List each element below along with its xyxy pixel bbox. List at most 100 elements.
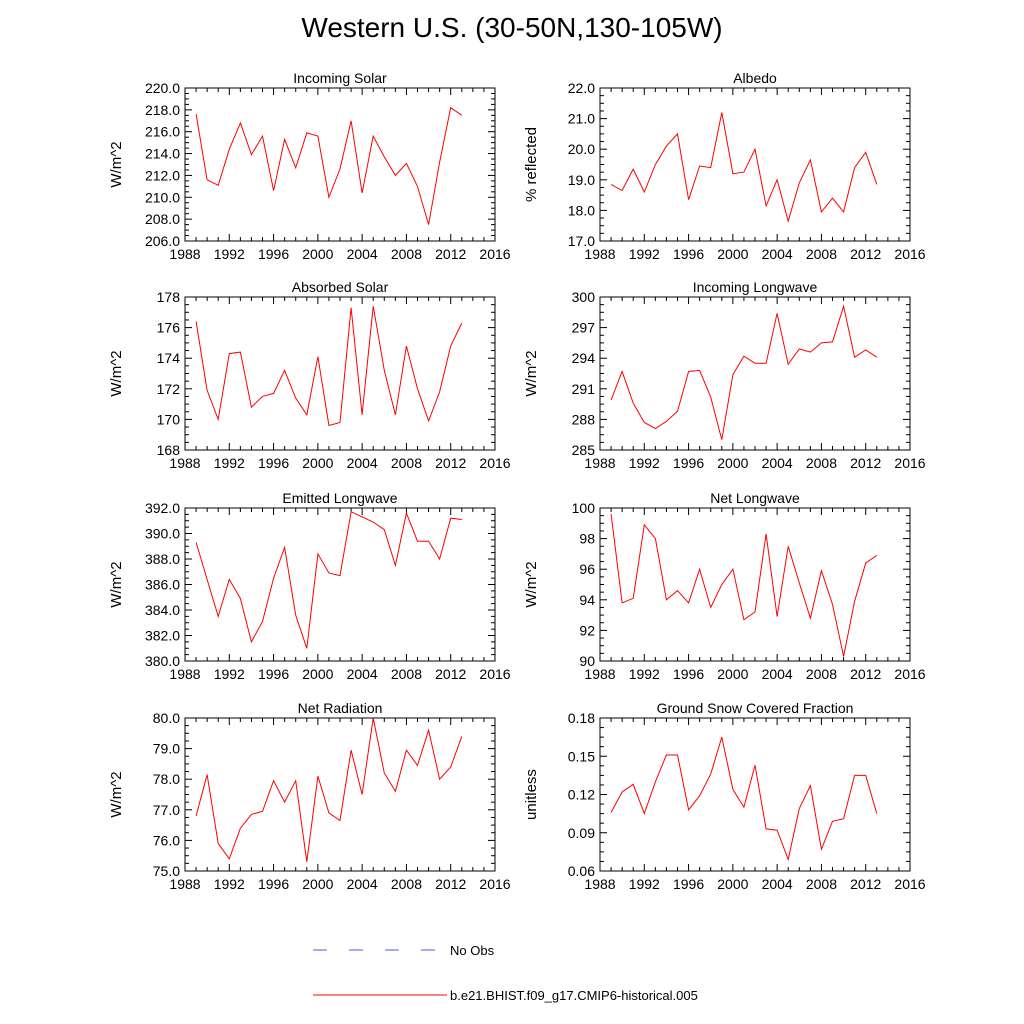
legend-obs-label: No Obs	[450, 943, 495, 958]
y-tick-label: 214.0	[145, 146, 180, 162]
panel-title: Emitted Longwave	[282, 490, 397, 506]
y-tick-label: 176	[157, 320, 181, 336]
x-tick-label: 1988	[584, 455, 615, 471]
x-tick-label: 2012	[850, 876, 881, 892]
panel-title: Ground Snow Covered Fraction	[657, 700, 854, 716]
y-tick-label: 208.0	[145, 211, 180, 227]
x-tick-label: 2000	[302, 876, 333, 892]
x-tick-label: 2004	[762, 666, 793, 682]
y-tick-label: 285	[572, 442, 596, 458]
x-tick-label: 2016	[894, 876, 925, 892]
y-tick-label: 210.0	[145, 189, 180, 205]
x-tick-label: 1992	[629, 666, 660, 682]
y-tick-label: 0.15	[568, 748, 595, 764]
x-tick-label: 1992	[214, 246, 245, 262]
x-tick-label: 2016	[479, 455, 510, 471]
y-axis-label: W/m^2	[108, 561, 125, 607]
y-axis-label: W/m^2	[108, 771, 125, 817]
plot-frame	[184, 87, 496, 242]
x-tick-label: 2000	[717, 246, 748, 262]
x-tick-label: 2016	[894, 666, 925, 682]
x-tick-label: 1996	[258, 666, 289, 682]
y-tick-label: 17.0	[568, 233, 595, 249]
y-axis-label: % reflected	[523, 127, 540, 202]
series-line-model	[610, 514, 878, 657]
x-tick-label: 1988	[169, 666, 200, 682]
y-tick-label: 386.0	[145, 577, 180, 593]
y-tick-label: 291	[572, 381, 596, 397]
y-tick-label: 77.0	[153, 802, 180, 818]
x-tick-label: 1988	[584, 876, 615, 892]
y-tick-label: 297	[572, 320, 596, 336]
y-tick-label: 218.0	[145, 102, 180, 118]
x-tick-label: 2000	[717, 666, 748, 682]
legend: No Obs b.e21.BHIST.f09_g17.CMIP6-historic…	[313, 943, 698, 1003]
x-tick-label: 2012	[435, 876, 466, 892]
x-tick-label: 2000	[717, 876, 748, 892]
panel-emitted-longwave: Emitted Longwave W/m^2 1988 1992 1996 2000 200…	[108, 490, 511, 682]
plot-frame	[184, 296, 496, 451]
series-line-model	[610, 736, 878, 862]
y-tick-label: 0.18	[568, 710, 595, 726]
y-tick-label: 20.0	[568, 141, 595, 157]
y-tick-label: 392.0	[145, 500, 180, 516]
y-tick-label: 78.0	[153, 771, 180, 787]
x-tick-label: 1988	[584, 246, 615, 262]
y-axis-label: W/m^2	[108, 141, 125, 187]
x-tick-label: 1992	[629, 876, 660, 892]
y-tick-label: 0.09	[568, 825, 595, 841]
x-tick-label: 2000	[302, 246, 333, 262]
y-axis-label: W/m^2	[523, 350, 540, 396]
plot-frame	[184, 717, 496, 872]
panel-ground-snow-covered-fraction: Ground Snow Covered Fraction unitless 1988…	[523, 700, 926, 892]
x-tick-label: 1996	[673, 455, 704, 471]
series-line-model	[195, 511, 462, 649]
x-tick-label: 2012	[435, 455, 466, 471]
page-title: Western U.S. (30-50N,130-105W)	[301, 12, 723, 43]
y-tick-label: 80.0	[153, 710, 180, 726]
series-line-model	[195, 306, 463, 427]
x-tick-label: 2004	[347, 246, 378, 262]
panel-absorbed-solar: Absorbed Solar W/m^2 1988 1992 1996 2000 2004 2…	[108, 279, 511, 471]
x-tick-label: 2004	[762, 876, 793, 892]
y-tick-label: 174	[157, 350, 181, 366]
series-line-model	[195, 717, 463, 862]
x-tick-label: 2016	[894, 246, 925, 262]
x-tick-label: 2008	[391, 455, 422, 471]
legend-model-label: b.e21.BHIST.f09_g17.CMIP6-historical.005	[450, 988, 698, 1003]
y-tick-label: 96	[579, 561, 595, 577]
y-tick-label: 21.0	[568, 111, 595, 127]
y-axis-label: W/m^2	[108, 350, 125, 396]
x-tick-label: 2004	[762, 455, 793, 471]
y-tick-label: 79.0	[153, 741, 180, 757]
y-tick-label: 388.0	[145, 551, 180, 567]
x-tick-label: 1996	[673, 876, 704, 892]
y-tick-label: 294	[572, 350, 596, 366]
x-tick-label: 2016	[479, 876, 510, 892]
y-tick-label: 172	[157, 381, 181, 397]
x-tick-label: 2016	[479, 666, 510, 682]
x-tick-label: 1992	[629, 246, 660, 262]
y-tick-label: 288	[572, 411, 596, 427]
panel-title: Net Longwave	[710, 490, 800, 506]
x-tick-label: 1992	[214, 666, 245, 682]
x-tick-label: 2008	[391, 666, 422, 682]
panel-incoming-longwave: Incoming Longwave W/m^2 1988 1992 1996 2000 20…	[523, 279, 926, 471]
y-tick-label: 300	[572, 289, 596, 305]
plot-frame	[599, 296, 911, 451]
x-tick-label: 2004	[347, 666, 378, 682]
y-tick-label: 94	[579, 592, 595, 608]
y-tick-label: 0.12	[568, 787, 595, 803]
y-axis-label: W/m^2	[523, 561, 540, 607]
plot-frame	[599, 87, 911, 242]
x-tick-label: 1996	[673, 246, 704, 262]
y-tick-label: 390.0	[145, 526, 180, 542]
y-tick-label: 75.0	[153, 863, 180, 879]
series-line-model	[610, 304, 878, 440]
x-tick-label: 2016	[479, 246, 510, 262]
x-tick-label: 2004	[762, 246, 793, 262]
x-tick-label: 1992	[629, 455, 660, 471]
x-tick-label: 2012	[435, 246, 466, 262]
x-tick-label: 1996	[258, 455, 289, 471]
x-tick-label: 2012	[850, 455, 881, 471]
